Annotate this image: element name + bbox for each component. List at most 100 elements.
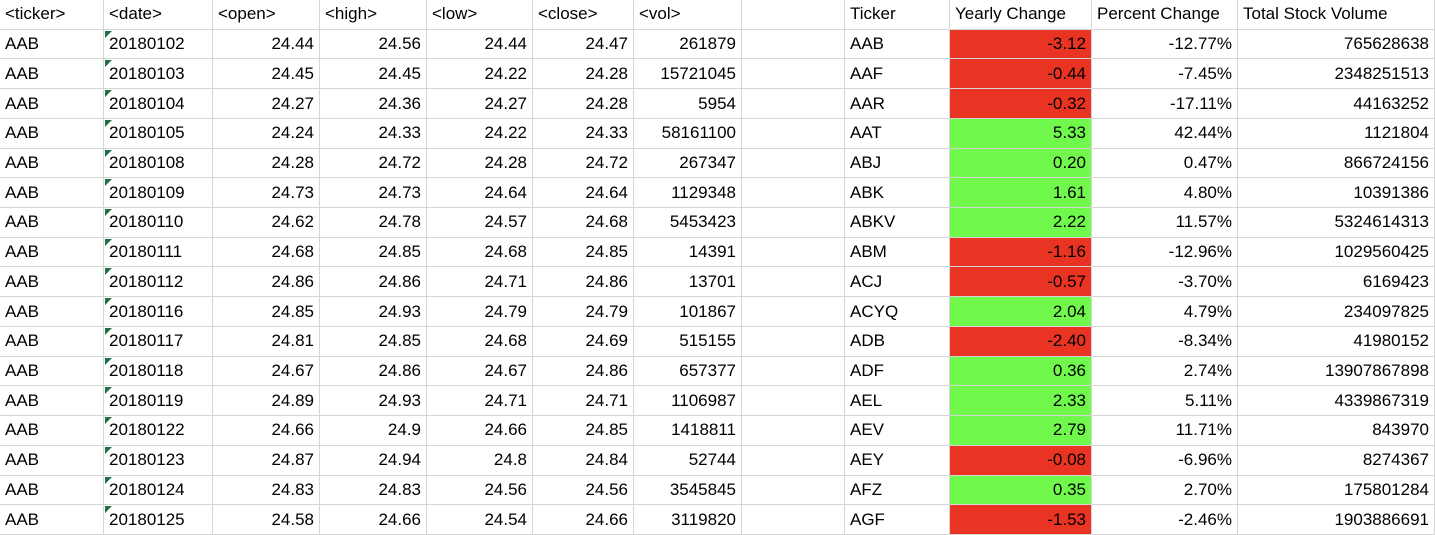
cell-date[interactable]: 20180104: [104, 89, 213, 119]
cell-ticker[interactable]: AAB: [0, 386, 104, 417]
empty-cell[interactable]: [742, 505, 845, 535]
empty-cell[interactable]: [742, 118, 845, 149]
cell-ticker[interactable]: AAB: [0, 237, 104, 268]
summary-cell-percent-change[interactable]: 4.79%: [1092, 297, 1238, 327]
summary-cell-yearly-change[interactable]: 2.22: [950, 208, 1092, 238]
cell-high[interactable]: 24.85: [320, 326, 427, 357]
summary-cell-total-stock-volume[interactable]: 6169423: [1238, 267, 1435, 298]
cell-vol[interactable]: 1418811: [634, 416, 742, 446]
summary-cell-yearly-change[interactable]: 5.33: [950, 118, 1092, 149]
cell-date[interactable]: 20180110: [104, 208, 213, 238]
cell-high[interactable]: 24.93: [320, 386, 427, 417]
cell-open[interactable]: 24.89: [213, 386, 320, 417]
cell-vol[interactable]: 5954: [634, 89, 742, 119]
cell-high[interactable]: 24.33: [320, 118, 427, 149]
cell-high[interactable]: 24.45: [320, 59, 427, 90]
cell-date[interactable]: 20180124: [104, 475, 213, 506]
summary-cell-ticker[interactable]: ABK: [845, 178, 950, 209]
cell-close[interactable]: 24.86: [533, 356, 634, 387]
summary-header-total-stock-volume[interactable]: Total Stock Volume: [1238, 0, 1435, 30]
summary-cell-total-stock-volume[interactable]: 843970: [1238, 416, 1435, 446]
summary-cell-yearly-change[interactable]: -3.12: [950, 29, 1092, 60]
summary-cell-total-stock-volume[interactable]: 1029560425: [1238, 237, 1435, 268]
cell-low[interactable]: 24.22: [427, 118, 533, 149]
cell-date[interactable]: 20180109: [104, 178, 213, 209]
cell-ticker[interactable]: AAB: [0, 59, 104, 90]
cell-high[interactable]: 24.72: [320, 148, 427, 179]
cell-date[interactable]: 20180125: [104, 505, 213, 535]
cell-low[interactable]: 24.68: [427, 326, 533, 357]
cell-high[interactable]: 24.94: [320, 445, 427, 476]
cell-low[interactable]: 24.71: [427, 386, 533, 417]
cell-high[interactable]: 24.36: [320, 89, 427, 119]
summary-cell-yearly-change[interactable]: -0.08: [950, 445, 1092, 476]
summary-cell-yearly-change[interactable]: -0.57: [950, 267, 1092, 298]
cell-open[interactable]: 24.62: [213, 208, 320, 238]
summary-header-yearly-change[interactable]: Yearly Change: [950, 0, 1092, 30]
cell-vol[interactable]: 657377: [634, 356, 742, 387]
summary-cell-percent-change[interactable]: -12.96%: [1092, 237, 1238, 268]
cell-open[interactable]: 24.85: [213, 297, 320, 327]
summary-cell-ticker[interactable]: ADF: [845, 356, 950, 387]
cell-high[interactable]: 24.93: [320, 297, 427, 327]
cell-open[interactable]: 24.27: [213, 89, 320, 119]
cell-date[interactable]: 20180118: [104, 356, 213, 387]
summary-cell-total-stock-volume[interactable]: 44163252: [1238, 89, 1435, 119]
cell-high[interactable]: 24.86: [320, 267, 427, 298]
summary-cell-ticker[interactable]: AAT: [845, 118, 950, 149]
cell-ticker[interactable]: AAB: [0, 148, 104, 179]
cell-low[interactable]: 24.27: [427, 89, 533, 119]
cell-date[interactable]: 20180111: [104, 237, 213, 268]
summary-cell-ticker[interactable]: AGF: [845, 505, 950, 535]
cell-close[interactable]: 24.72: [533, 148, 634, 179]
summary-cell-percent-change[interactable]: -6.96%: [1092, 445, 1238, 476]
summary-cell-yearly-change[interactable]: 2.33: [950, 386, 1092, 417]
summary-cell-percent-change[interactable]: 5.11%: [1092, 386, 1238, 417]
summary-cell-ticker[interactable]: AEV: [845, 416, 950, 446]
cell-ticker[interactable]: AAB: [0, 356, 104, 387]
empty-cell[interactable]: [742, 0, 845, 30]
cell-close[interactable]: 24.71: [533, 386, 634, 417]
summary-cell-yearly-change[interactable]: 2.04: [950, 297, 1092, 327]
cell-high[interactable]: 24.83: [320, 475, 427, 506]
summary-cell-yearly-change[interactable]: 0.20: [950, 148, 1092, 179]
cell-high[interactable]: 24.56: [320, 29, 427, 60]
summary-cell-percent-change[interactable]: 11.57%: [1092, 208, 1238, 238]
cell-vol[interactable]: 52744: [634, 445, 742, 476]
cell-open[interactable]: 24.28: [213, 148, 320, 179]
cell-close[interactable]: 24.28: [533, 59, 634, 90]
cell-ticker[interactable]: AAB: [0, 297, 104, 327]
summary-cell-ticker[interactable]: AFZ: [845, 475, 950, 506]
cell-low[interactable]: 24.68: [427, 237, 533, 268]
cell-high[interactable]: 24.86: [320, 356, 427, 387]
cell-open[interactable]: 24.73: [213, 178, 320, 209]
cell-low[interactable]: 24.22: [427, 59, 533, 90]
cell-low[interactable]: 24.71: [427, 267, 533, 298]
cell-low[interactable]: 24.54: [427, 505, 533, 535]
summary-cell-yearly-change[interactable]: -0.44: [950, 59, 1092, 90]
empty-cell[interactable]: [742, 326, 845, 357]
cell-low[interactable]: 24.28: [427, 148, 533, 179]
summary-cell-total-stock-volume[interactable]: 4339867319: [1238, 386, 1435, 417]
cell-low[interactable]: 24.79: [427, 297, 533, 327]
empty-cell[interactable]: [742, 267, 845, 298]
cell-date[interactable]: 20180123: [104, 445, 213, 476]
summary-cell-total-stock-volume[interactable]: 10391386: [1238, 178, 1435, 209]
cell-close[interactable]: 24.84: [533, 445, 634, 476]
summary-header-percent-change[interactable]: Percent Change: [1092, 0, 1238, 30]
summary-cell-yearly-change[interactable]: 0.36: [950, 356, 1092, 387]
summary-cell-yearly-change[interactable]: -1.53: [950, 505, 1092, 535]
summary-cell-ticker[interactable]: AAR: [845, 89, 950, 119]
cell-low[interactable]: 24.56: [427, 475, 533, 506]
cell-open[interactable]: 24.83: [213, 475, 320, 506]
cell-open[interactable]: 24.24: [213, 118, 320, 149]
cell-ticker[interactable]: AAB: [0, 505, 104, 535]
cell-high[interactable]: 24.78: [320, 208, 427, 238]
cell-close[interactable]: 24.64: [533, 178, 634, 209]
cell-date[interactable]: 20180105: [104, 118, 213, 149]
cell-date[interactable]: 20180112: [104, 267, 213, 298]
empty-cell[interactable]: [742, 29, 845, 60]
cell-vol[interactable]: 15721045: [634, 59, 742, 90]
summary-cell-percent-change[interactable]: -12.77%: [1092, 29, 1238, 60]
cell-high[interactable]: 24.9: [320, 416, 427, 446]
